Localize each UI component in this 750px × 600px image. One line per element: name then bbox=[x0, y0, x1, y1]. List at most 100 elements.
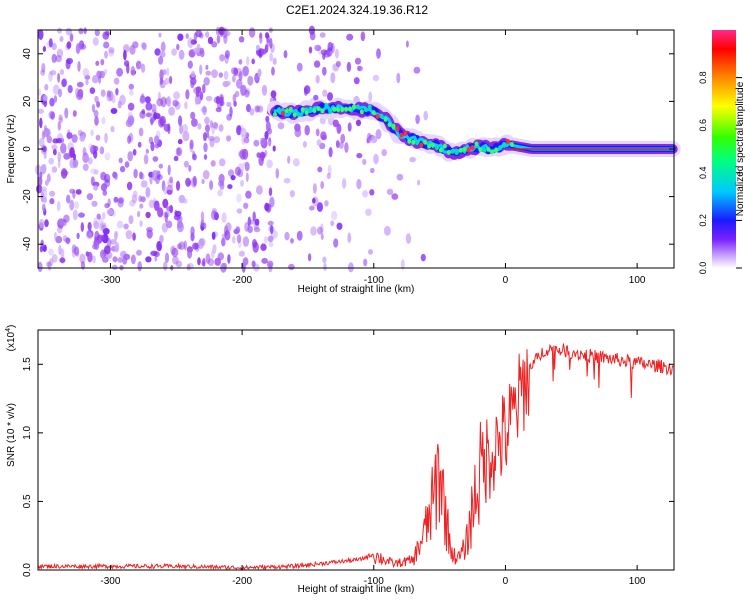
spectrogram-cell bbox=[104, 152, 111, 161]
snr-scale-exponent: 4 bbox=[5, 328, 12, 332]
spectrogram-cell bbox=[111, 94, 116, 104]
spectrogram-cell bbox=[317, 166, 323, 173]
spectrogram-x-label: Height of straight line (km) bbox=[298, 284, 415, 295]
spectrogram-hotspot bbox=[324, 103, 329, 108]
spectrogram-cell bbox=[230, 175, 236, 181]
spectrogram-cell bbox=[226, 101, 232, 107]
spectrogram-cell bbox=[205, 95, 213, 102]
spectrogram-cell bbox=[133, 168, 138, 179]
spectrogram-cell bbox=[78, 41, 83, 51]
spectrogram-cell bbox=[372, 74, 379, 82]
spectrogram-hotspot bbox=[383, 116, 388, 122]
spectrogram-cell bbox=[260, 137, 265, 146]
spectrogram-cell bbox=[176, 147, 181, 156]
spectrogram-cell bbox=[202, 258, 206, 267]
x-tick-label: -200 bbox=[232, 576, 252, 587]
spectrogram-cell bbox=[119, 165, 126, 173]
spectrogram-cell bbox=[216, 34, 221, 44]
snr-scale-close: ) bbox=[6, 325, 17, 328]
spectrogram-cell bbox=[177, 138, 183, 145]
spectrogram-cell bbox=[150, 250, 158, 256]
spectrogram-cell bbox=[185, 33, 189, 39]
spectrogram-cell bbox=[127, 135, 132, 144]
spectrogram-cell bbox=[322, 256, 327, 264]
spectrogram-cell bbox=[146, 229, 153, 239]
spectrogram-cell bbox=[49, 198, 55, 205]
spectrogram-cell bbox=[87, 157, 93, 165]
spectrogram-cell bbox=[346, 33, 354, 41]
spectrogram-cell bbox=[203, 77, 210, 86]
spectrogram-cell bbox=[219, 54, 225, 62]
spectrogram-cell bbox=[257, 68, 262, 78]
spectrogram-cell bbox=[256, 152, 262, 158]
spectrogram-cell bbox=[219, 28, 224, 38]
spectrogram-cell bbox=[381, 149, 388, 157]
spectrogram-cell bbox=[129, 199, 136, 207]
spectrogram-cell bbox=[225, 222, 232, 233]
spectrogram-cell bbox=[310, 226, 317, 236]
spectrogram-cell bbox=[251, 58, 255, 65]
spectrogram-cell bbox=[95, 134, 101, 141]
spectrogram-cell bbox=[229, 106, 233, 117]
spectrogram-cell bbox=[211, 231, 216, 240]
spectrogram-cell bbox=[260, 48, 267, 55]
spectrogram-cell bbox=[163, 123, 171, 132]
spectrogram-cell bbox=[39, 246, 44, 253]
colorbar: 0.0 0.2 0.4 0.6 0.8 Normalized spectral ampl… bbox=[698, 30, 746, 274]
spectrogram-cell bbox=[49, 258, 54, 266]
spectrogram-cell bbox=[90, 176, 95, 186]
colorbar-tick-label: 0.2 bbox=[698, 214, 708, 227]
spectrogram-cell bbox=[136, 249, 142, 256]
spectrogram-cell bbox=[169, 204, 174, 214]
spectrogram-cell bbox=[106, 92, 112, 102]
spectrogram-cell bbox=[312, 197, 316, 204]
spectrogram-cell bbox=[41, 203, 46, 212]
spectrogram-cell bbox=[176, 43, 180, 51]
spectrogram-cell bbox=[104, 173, 111, 183]
spectrogram-cell bbox=[187, 37, 194, 49]
spectrogram-cell bbox=[113, 196, 119, 203]
spectrogram-cell bbox=[86, 229, 94, 239]
spectrogram-cell bbox=[202, 83, 206, 94]
spectrogram-cell bbox=[145, 148, 149, 154]
spectrogram-cell bbox=[236, 208, 243, 214]
spectrogram-cell bbox=[93, 221, 100, 229]
spectrogram-cell bbox=[316, 202, 323, 212]
spectrogram-cell bbox=[132, 232, 136, 241]
spectrogram-hotspot bbox=[438, 147, 443, 153]
spectrogram-cell bbox=[116, 67, 123, 77]
spectrogram-cell bbox=[347, 122, 352, 132]
spectrogram-cell bbox=[241, 148, 249, 160]
spectrogram-hotspot bbox=[340, 107, 345, 113]
spectrogram-cell bbox=[55, 55, 62, 63]
spectrogram-cell bbox=[154, 135, 160, 145]
spectrogram-cell bbox=[253, 139, 260, 147]
spectrogram-cell bbox=[39, 117, 43, 129]
spectrogram-cell bbox=[323, 262, 327, 271]
spectrogram-cell bbox=[249, 108, 255, 116]
spectrogram-hotspot bbox=[450, 148, 455, 154]
spectrogram-cell bbox=[74, 201, 79, 210]
spectrogram-cell bbox=[116, 220, 124, 229]
x-tick-label: -300 bbox=[100, 576, 120, 587]
spectrogram-cell bbox=[202, 170, 210, 180]
y-tick-label: 40 bbox=[22, 48, 33, 60]
spectrogram-hotspot bbox=[486, 146, 491, 152]
spectrogram-cell bbox=[145, 256, 152, 263]
spectrogram-cell bbox=[93, 185, 99, 191]
spectrogram-cell bbox=[78, 212, 85, 218]
spectrogram-cell bbox=[370, 135, 378, 144]
spectrogram-cell bbox=[400, 259, 405, 270]
spectrogram-hotspot bbox=[407, 138, 412, 144]
spectrogram-cell bbox=[191, 118, 198, 127]
spectrogram-cell bbox=[221, 237, 226, 247]
spectrogram-cell bbox=[284, 231, 290, 241]
spectrogram-cell bbox=[210, 250, 215, 259]
spectrogram-cell bbox=[193, 47, 201, 53]
spectrogram-cell bbox=[56, 48, 64, 58]
spectrogram-cell bbox=[205, 64, 209, 70]
spectrogram-cell bbox=[46, 135, 52, 144]
spectrogram-cell bbox=[247, 225, 253, 234]
spectrogram-cell bbox=[218, 124, 224, 132]
spectrogram-cell bbox=[123, 44, 130, 53]
